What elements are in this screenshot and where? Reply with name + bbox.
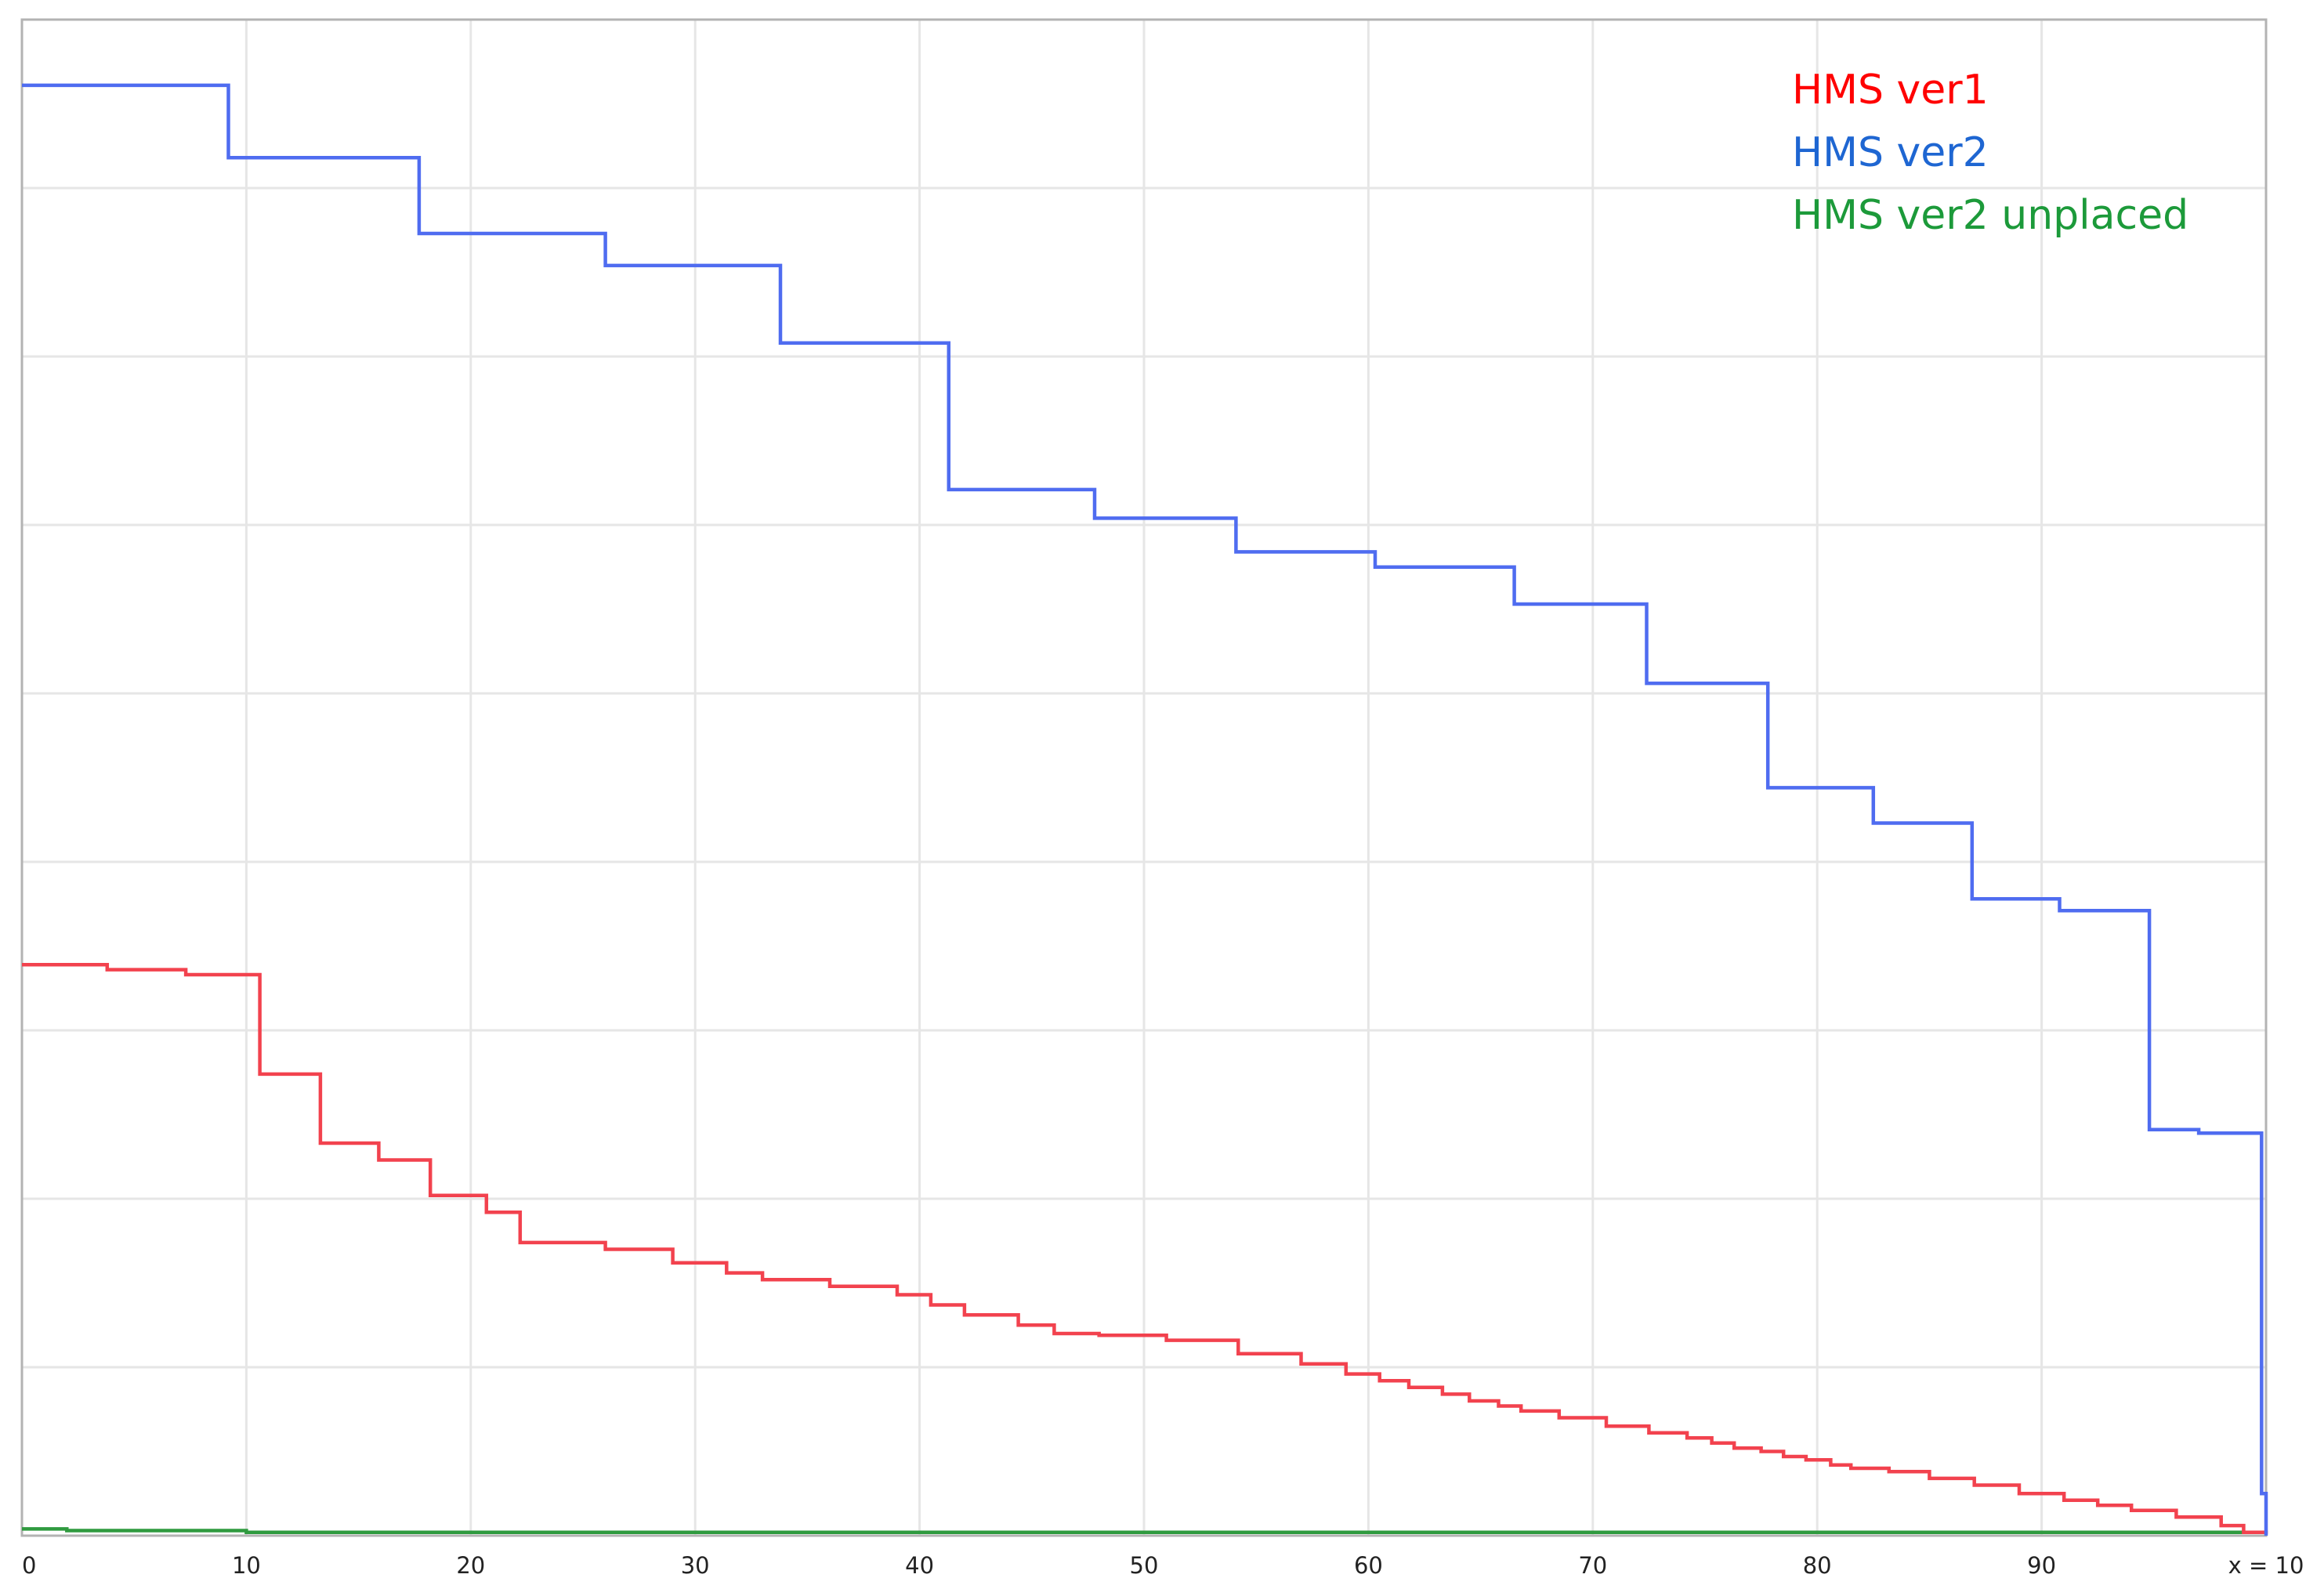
- x-tick-label-1: 10: [232, 1552, 261, 1579]
- x-axis: 0 10 20 30 40 50 60 70 80 90 x = 10: [22, 1552, 2304, 1579]
- x-tick-label-6: 60: [1354, 1552, 1383, 1579]
- series-line-hms-ver2-unplaced: [22, 1527, 2266, 1534]
- legend-entry-2: HMS ver2: [1792, 129, 1989, 176]
- x-tick-label-2: 20: [456, 1552, 485, 1579]
- x-tick-label-4: 40: [905, 1552, 934, 1579]
- legend-entry-3: HMS ver2 unplaced: [1792, 192, 2188, 239]
- x-tick-label-3: 30: [681, 1552, 710, 1579]
- legend-entry-1: HMS ver1: [1792, 67, 1989, 114]
- series-line-hms-ver2: [22, 83, 2268, 1536]
- x-tick-label-5: 50: [1130, 1552, 1159, 1579]
- x-tick-label-7: 70: [1578, 1552, 1607, 1579]
- legend: HMS ver1 HMS ver2 HMS ver2 unplaced: [1792, 67, 2188, 239]
- x-tick-label-10: x = 10: [2228, 1552, 2304, 1579]
- x-tick-label-0: 0: [22, 1552, 36, 1579]
- series-line-hms-ver1: [22, 962, 2268, 1534]
- x-tick-label-9: 90: [2027, 1552, 2056, 1579]
- series-layer: [22, 83, 2268, 1536]
- plot-frame: [20, 18, 2268, 1537]
- x-tick-label-8: 80: [1803, 1552, 1832, 1579]
